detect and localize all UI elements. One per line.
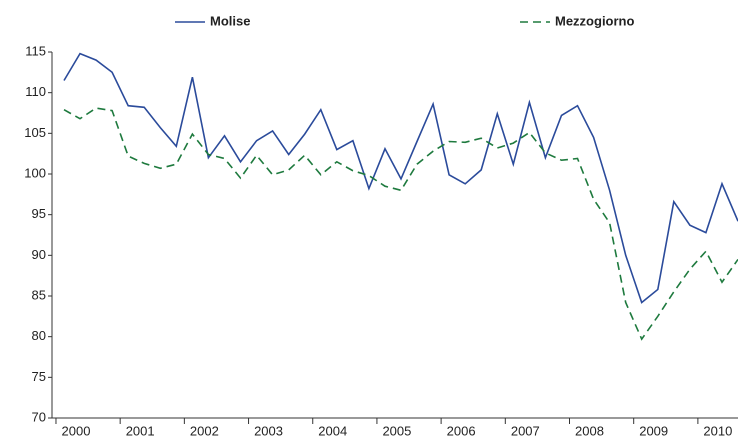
x-tick-label: 2006 [447, 423, 476, 436]
x-tick-label: 2010 [703, 423, 732, 436]
y-tick-label: 80 [32, 328, 46, 343]
y-tick-label: 95 [32, 206, 46, 221]
x-tick-label: 2003 [254, 423, 283, 436]
series-line [63, 52, 738, 304]
y-tick-label: 75 [32, 369, 46, 384]
x-tick-label: 2002 [190, 423, 219, 436]
plot [63, 52, 738, 341]
legend-label: Mezzogiorno [555, 13, 634, 28]
y-tick-label: 85 [32, 287, 46, 302]
x-tick-label: 2004 [318, 423, 347, 436]
y-tick-label: 70 [32, 409, 46, 424]
y-tick-label: 90 [32, 247, 46, 262]
x-tick-label: 2001 [126, 423, 155, 436]
y-tick-label: 110 [25, 84, 46, 99]
y-tick-label: 105 [24, 125, 46, 140]
x-tick-label: 2000 [62, 423, 91, 436]
y-tick-label: 100 [24, 165, 46, 180]
x-tick-label: 2008 [575, 423, 604, 436]
legend-label: Molise [210, 13, 250, 28]
series-line [63, 107, 738, 341]
x-tick-label: 2009 [639, 423, 668, 436]
y-tick-label: 115 [25, 43, 46, 58]
x-tick-label: 2007 [511, 423, 540, 436]
x-tick-label: 2005 [382, 423, 411, 436]
